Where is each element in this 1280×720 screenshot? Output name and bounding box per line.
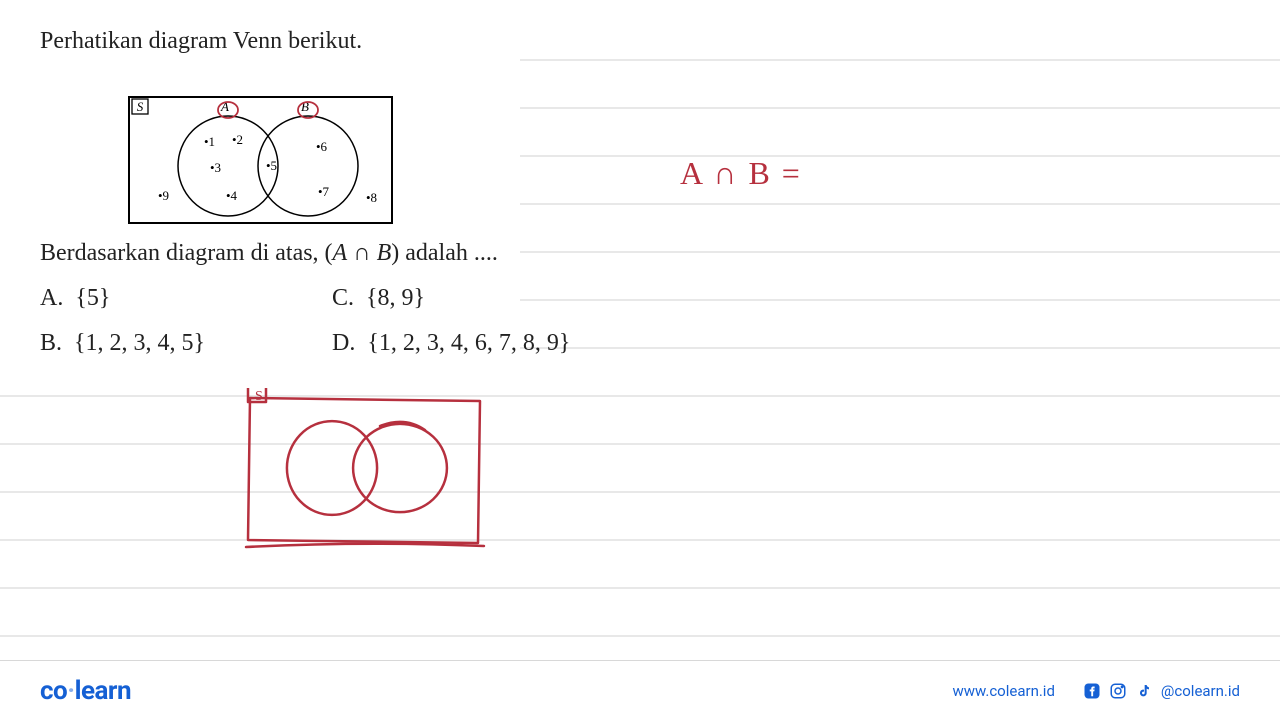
stem-suffix: ) adalah .... — [391, 240, 498, 266]
handwritten-venn-sketch: S — [240, 388, 490, 553]
instagram-icon — [1109, 682, 1127, 700]
svg-text:•3: •3 — [210, 160, 221, 175]
option-a-label: A. — [40, 285, 63, 311]
svg-text:•5: •5 — [266, 158, 277, 173]
svg-text:•2: •2 — [232, 132, 243, 147]
footer: co·learn www.colearn.id @colearn.id — [0, 660, 1280, 720]
svg-text:•8: •8 — [366, 190, 377, 205]
logo-dot: · — [67, 676, 74, 706]
option-a-text: {5} — [75, 285, 110, 311]
question-title: Perhatikan diagram Venn berikut. — [40, 28, 362, 55]
stem-var-b: B — [377, 240, 392, 266]
handwritten-formula: A ∩ B = — [680, 155, 802, 192]
footer-url: www.colearn.id — [952, 682, 1054, 700]
svg-text:•7: •7 — [318, 184, 330, 199]
svg-text:S: S — [137, 99, 144, 114]
option-d-label: D. — [332, 330, 355, 356]
option-d: D. {1, 2, 3, 4, 6, 7, 8, 9} — [332, 330, 570, 357]
tiktok-icon — [1135, 682, 1153, 700]
option-c-text: {8, 9} — [366, 285, 425, 311]
option-c-label: C. — [332, 285, 354, 311]
social-handle: @colearn.id — [1161, 682, 1240, 700]
option-d-text: {1, 2, 3, 4, 6, 7, 8, 9} — [367, 330, 570, 356]
brand-logo: co·learn — [40, 676, 131, 706]
option-c: C. {8, 9} — [332, 285, 425, 312]
svg-text:S: S — [255, 389, 263, 404]
question-stem: Berdasarkan diagram di atas, (A ∩ B) ada… — [40, 240, 498, 267]
facebook-icon — [1083, 682, 1101, 700]
svg-text:•4: •4 — [226, 188, 238, 203]
stem-cap: ∩ — [347, 240, 376, 266]
logo-learn: learn — [75, 676, 131, 706]
option-b-text: {1, 2, 3, 4, 5} — [74, 330, 205, 356]
social-icons: @colearn.id — [1083, 682, 1240, 700]
svg-text:•9: •9 — [158, 188, 169, 203]
stem-prefix: Berdasarkan diagram di atas, ( — [40, 240, 333, 266]
option-a: A. {5} — [40, 285, 110, 312]
stem-var-a: A — [333, 240, 348, 266]
option-b-label: B. — [40, 330, 62, 356]
venn-diagram: ABS•1•2•3•4•5•6•7•8•9 — [128, 96, 393, 224]
svg-text:•6: •6 — [316, 139, 328, 154]
svg-text:•1: •1 — [204, 134, 215, 149]
logo-co: co — [40, 676, 67, 706]
option-b: B. {1, 2, 3, 4, 5} — [40, 330, 205, 357]
